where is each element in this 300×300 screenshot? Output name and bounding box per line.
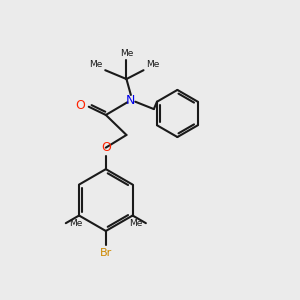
Text: Me: Me — [69, 219, 83, 228]
Text: Me: Me — [89, 60, 103, 69]
Text: O: O — [101, 141, 111, 154]
Text: O: O — [75, 99, 85, 112]
Text: Me: Me — [129, 219, 142, 228]
Text: Me: Me — [120, 49, 133, 58]
Text: Br: Br — [100, 248, 112, 258]
Text: Me: Me — [146, 60, 159, 69]
Text: N: N — [126, 94, 136, 107]
